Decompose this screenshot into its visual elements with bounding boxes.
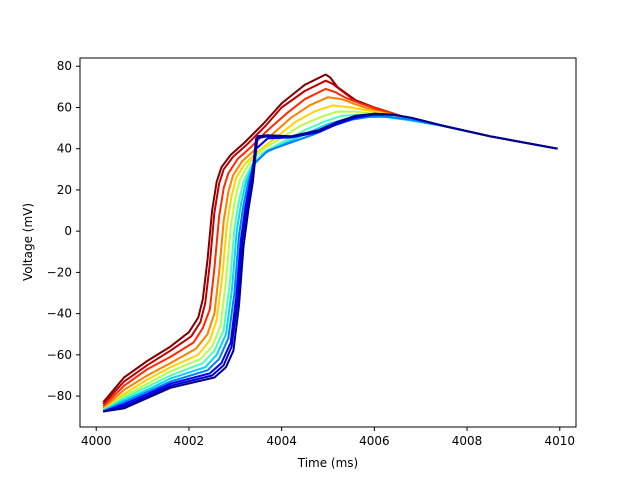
series-lines <box>102 73 558 413</box>
y-tick-label: −60 <box>47 348 72 362</box>
x-tick-label: 4000 <box>81 434 112 448</box>
y-tick-label: −80 <box>47 389 72 403</box>
plot-frame <box>79 57 577 428</box>
x-tick-label: 4006 <box>359 434 390 448</box>
y-tick-label: −40 <box>47 307 72 321</box>
x-tick-label: 4004 <box>266 434 297 448</box>
x-tick-label: 4010 <box>545 434 576 448</box>
x-tick-label: 4008 <box>452 434 483 448</box>
series-line-6 <box>102 110 558 412</box>
series-line-12 <box>103 112 558 413</box>
y-tick-label: 0 <box>64 224 72 238</box>
series-line-4 <box>102 96 558 410</box>
y-axis-label: Voltage (mV) <box>21 203 35 281</box>
y-tick-label: −20 <box>47 265 72 279</box>
series-line-3 <box>102 87 558 408</box>
y-axis: −80 −60 −40 −20 0 20 40 60 80 <box>47 59 80 403</box>
x-axis-label: Time (ms) <box>297 456 359 470</box>
x-tick-label: 4002 <box>174 434 205 448</box>
y-tick-label: 80 <box>57 59 72 73</box>
y-tick-label: 20 <box>57 183 72 197</box>
y-tick-label: 60 <box>57 100 72 114</box>
series-line-5 <box>102 104 558 411</box>
y-tick-label: 40 <box>57 142 72 156</box>
x-axis: 4000 4002 4004 4006 4008 4010 <box>81 427 575 448</box>
